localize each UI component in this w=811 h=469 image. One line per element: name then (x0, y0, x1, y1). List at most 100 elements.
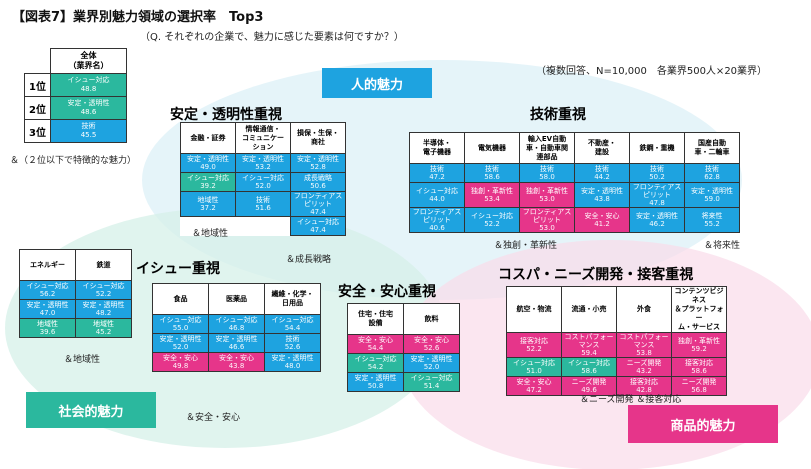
factor-value: 49.8 (172, 362, 189, 370)
factor-label: イシュー対応 (242, 174, 284, 182)
factor-value: 58.6 (484, 173, 500, 181)
factor-label: イシュー対応 (26, 282, 69, 290)
factor-label: 技術 (650, 165, 664, 173)
factor-cell: 安定・透明性 46.6 (208, 333, 265, 353)
factor-label: ニーズ開発 (571, 378, 607, 386)
factor-label: 安定・透明性 (215, 335, 258, 343)
factor-value: 56.2 (39, 290, 56, 298)
empty-cell (236, 217, 291, 236)
factor-value: 52.8 (310, 163, 326, 171)
factor-cell: ニーズ開発 56.8 (671, 376, 727, 396)
industry-row: 安定・透明性 50.8 イシュー対応 51.4 (347, 372, 460, 392)
factor-cell: 安全・安心 47.2 (506, 376, 562, 396)
factor-label: 技術 (540, 165, 554, 173)
overall-cell: 安定・透明性 48.6 (50, 96, 127, 120)
factor-value: 58.0 (539, 173, 555, 181)
factor-label: 安定・透明性 (581, 187, 623, 195)
industry-header: 飲料 (403, 303, 460, 335)
group-header-tech: 技術重視 (530, 107, 586, 123)
factor-value: 53.2 (255, 163, 271, 171)
factor-cell: イシュー対応 54.4 (264, 314, 321, 334)
factor-label: 独創・革新性 (471, 187, 513, 195)
factor-cell: 安全・安心 41.2 (574, 207, 630, 233)
factor-value: 37.2 (200, 204, 216, 212)
factor-label: 接客対応 (685, 359, 713, 367)
factor-cell: 接客対応 58.6 (671, 357, 727, 377)
factor-label: 安定・透明性 (187, 155, 229, 163)
group-header-safety-transparency: 安定・透明性重視 (170, 107, 282, 123)
industry-row: イシュー対応 51.0 イシュー対応 58.6 ニーズ開発 43.2 接客対応 58.6 (506, 357, 727, 377)
cell-label: イシュー対応 (67, 76, 110, 84)
cell-value: 45.5 (80, 131, 97, 139)
factor-value: 51.6 (255, 204, 271, 212)
industry-header: 流通・小売 (561, 286, 617, 333)
factor-cell: 安定・透明性 50.8 (347, 372, 404, 392)
factor-value: 52.6 (423, 344, 440, 352)
factor-value: 50.8 (367, 382, 384, 390)
factor-value: 39.6 (39, 328, 56, 336)
factor-cell: コストパフォーマンス 59.4 (561, 332, 617, 358)
factor-label: 技術 (256, 196, 270, 204)
factor-label: 技術 (430, 165, 444, 173)
factor-label: イシュー対応 (416, 187, 458, 195)
factor-value: 46.8 (228, 324, 245, 332)
group-table-safety: 住宅・住宅 設備 飲料 安全・安心 54.4 安全・安心 52.6 イシュー対応 54.2 安定… (347, 303, 460, 392)
factor-value: 39.2 (200, 182, 216, 190)
overall-corner (25, 49, 51, 74)
factor-label: 安定・透明性 (242, 155, 284, 163)
overall-header: 全体 （業界名） (50, 48, 127, 74)
factor-value: 47.2 (526, 386, 542, 394)
industry-row: 安定・透明性 47.0 安定・透明性 48.2 (19, 299, 132, 319)
factor-cell: 安定・透明性 47.0 (19, 299, 76, 319)
factor-value: 53.0 (539, 195, 555, 203)
footnote-originality: ＆独創・革新性 (494, 241, 558, 251)
factor-cell: イシュー対応 46.8 (208, 314, 265, 334)
factor-cell: 技術 50.2 (629, 163, 685, 183)
industry-header: 外食 (616, 286, 672, 333)
industry-header: 鉄鋼・重機 (629, 132, 685, 164)
industry-header: 情報通信・ コミュニケー ション (235, 122, 291, 154)
group-table-cost: 航空・物流 流通・小売 外食 コンテンツビジネス ＆プラットフォー ム・サービス 接客対… (506, 286, 727, 396)
rank-label: 1位 (24, 73, 51, 97)
factor-cell: 技術 62.8 (684, 163, 740, 183)
factor-label: 独創・革新性 (678, 337, 720, 345)
industry-row: イシュー対応 55.0 イシュー対応 46.8 イシュー対応 54.4 (152, 314, 321, 334)
group-table-tech: 半導体・ 電子機器 電気機器 輸入EV自動 車・自動車関 連部品 不動産・ 建設 鉄鋼・… (409, 132, 740, 233)
factor-label: 技術 (595, 165, 609, 173)
industry-row: 安定・透明性 52.0 安定・透明性 46.6 技術 52.6 (152, 333, 321, 353)
factor-value: 55.0 (172, 324, 189, 332)
factor-value: 47.0 (39, 309, 56, 317)
industry-row: 地域性 37.2 技術 51.6 フロンティアスピリット 47.4 (180, 191, 346, 217)
factor-value: 59.4 (581, 349, 597, 357)
industry-header: 医薬品 (208, 283, 265, 315)
factor-label: 安全・安心 (516, 378, 552, 386)
footnote-safety: ＆安全・安心 (186, 413, 241, 423)
overall-cell: イシュー対応 48.8 (50, 73, 127, 97)
industry-header: 航空・物流 (506, 286, 562, 333)
group-table-safety-transparency: 金融・証券 情報通信・ コミュニケー ション 損保・生保・ 商社 安定・透明性 49.0… (180, 122, 346, 236)
industry-header: 半導体・ 電子機器 (409, 132, 465, 164)
factor-value: 49.6 (581, 386, 597, 394)
overall-row: 1位 イシュー対応 48.8 (24, 73, 127, 97)
factor-label: イシュー対応 (159, 316, 202, 324)
factor-label: コストパフォーマンス (564, 333, 614, 350)
factor-label: 安定・透明性 (354, 374, 397, 382)
factor-label: 安全・安心 (219, 354, 254, 362)
factor-value: 52.2 (484, 220, 500, 228)
category-box-social: 社会的魅力 (26, 392, 156, 428)
factor-cell: フロンティアスピリット 53.0 (519, 207, 575, 233)
factor-label: 安定・透明性 (82, 301, 125, 309)
group-header-issue: イシュー重視 (136, 261, 220, 277)
factor-value: 43.8 (228, 362, 245, 370)
factor-value: 44.0 (429, 195, 445, 203)
factor-value: 53.0 (539, 224, 555, 232)
factor-label: 安定・透明性 (636, 212, 678, 220)
factor-cell: イシュー対応 51.0 (506, 357, 562, 377)
industry-row: イシュー対応 54.2 安定・透明性 52.0 (347, 353, 460, 373)
factor-cell: イシュー対応 52.2 (464, 207, 520, 233)
factor-value: 55.2 (704, 220, 720, 228)
factor-cell: イシュー対応 56.2 (19, 280, 76, 300)
factor-value: 52.2 (526, 345, 542, 353)
factor-value: 52.6 (284, 343, 301, 351)
